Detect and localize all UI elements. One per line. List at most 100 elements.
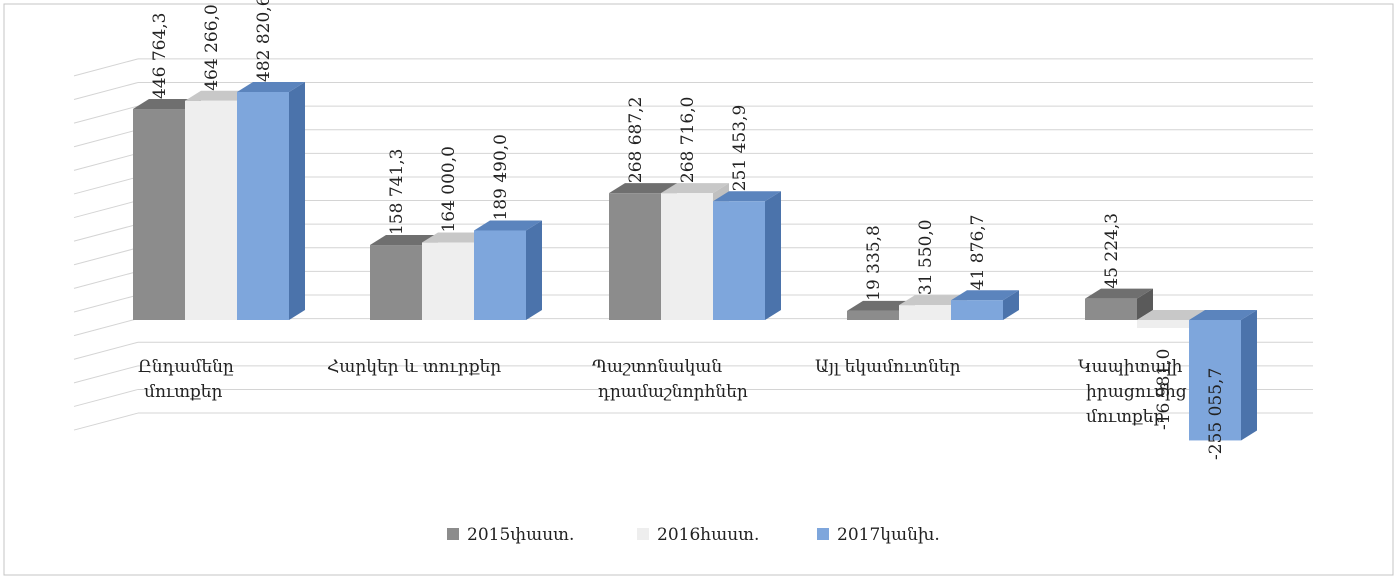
gridline-wall [73,129,139,148]
gridline-wall [73,176,139,195]
data-label: 164 000,0 [439,146,459,233]
category-labels: Ընդամենը մուտքեր Հարկեր և տուրքեր Պաշտոնակա… [138,357,1187,427]
bar-front [899,305,951,320]
bar [474,220,542,320]
data-label: 268 716,0 [678,97,698,184]
bar [951,290,1019,320]
gridline-wall [73,341,139,360]
data-label: -255 055,7 [1206,368,1226,460]
gridline-wall [73,223,139,242]
data-label: 189 490,0 [491,134,511,221]
bar-front [1137,320,1189,329]
category-label: Պաշտոնական դրամաշնորհներ [592,357,748,402]
bar-side [1003,290,1019,320]
bar-top [951,290,1019,301]
legend: 2015փաստ. 2016հաստ. 2017կանխ. [447,525,940,545]
bar [713,191,781,320]
bar-front [237,92,289,320]
data-label: 251 453,9 [730,105,750,192]
gridline-wall [73,200,139,219]
bar-front [422,242,474,320]
category-label-line: Հարկեր և տուրքեր [327,357,501,377]
bar-top [422,232,490,243]
bar-front [474,230,526,320]
gridline-wall [73,318,139,337]
bar-front [133,109,185,320]
category-label-line: մուտքեր [144,382,222,402]
data-label: 158 741,3 [387,149,407,236]
bar-top [1189,310,1257,320]
bar-top [185,90,253,101]
category-label-line: իրացումից [1086,382,1187,402]
bar-front [713,201,765,320]
gridline-wall [73,270,139,289]
bar-front [609,193,661,320]
legend-label: 2017կանխ. [837,525,940,545]
bar-top [609,183,677,194]
gridline-wall [73,412,139,431]
gridline-wall [73,247,139,266]
bar-front [951,300,1003,320]
category-label-line: Այլ եկամուտներ [815,357,961,377]
gridline-wall [73,294,139,313]
data-label: 31 550,0 [916,219,936,295]
legend-item: 2017կանխ. [817,525,940,545]
bar-top [899,295,967,306]
category-label: Հարկեր և տուրքեր [327,357,501,377]
bar-top [133,99,201,110]
bar-top [1137,310,1205,320]
bar-front [1085,298,1137,320]
category-label: Ընդամենը մուտքեր [138,357,234,402]
data-label: 45 224,3 [1102,213,1122,289]
bar-top [713,191,781,202]
bar-top [661,183,729,194]
data-label: 41 876,7 [968,215,988,291]
bar-front [185,100,237,320]
category-label: Կապիտալի իրացումից մուտքեր [1078,357,1187,427]
bar-top [847,300,915,311]
category-label-line: Պաշտոնական [592,357,722,377]
legend-label: 2015փաստ. [467,525,574,545]
bar-front [847,310,899,320]
bar [1189,310,1257,441]
legend-swatch [637,528,649,540]
bar-top [370,235,438,246]
gridline-wall [73,152,139,171]
bar-side [765,191,781,320]
bar-front [1189,320,1241,441]
legend-item: 2016հաստ. [637,525,759,545]
data-label: 268 687,2 [626,97,646,184]
bar-side [1137,288,1153,320]
bar-side [289,82,305,320]
legend-swatch [817,528,829,540]
category-label-line: դրամաշնորհներ [598,382,748,402]
data-label: 446 764,3 [150,12,170,99]
category-label-line: մուտքեր [1086,407,1164,427]
category-label-line: Կապիտալի [1078,357,1183,377]
bar-front [661,193,713,320]
bar [1085,288,1153,320]
gridline-wall [73,388,139,407]
gridline-wall [73,58,139,77]
bars [133,82,1257,441]
bar-top [474,220,542,231]
category-label-line: Ընդամենը [138,357,234,377]
bar-top [1085,288,1153,299]
bar-top [237,82,305,92]
category-label: Այլ եկամուտներ [815,357,961,377]
bar-side [526,220,542,320]
legend-label: 2016հաստ. [657,525,759,545]
bar-front [370,245,422,320]
bar [237,82,305,320]
data-label: 19 335,8 [864,225,884,301]
gridline-wall [73,365,139,384]
legend-item: 2015փաստ. [447,525,574,545]
data-labels: 446 764,3 158 741,3 268 687,2 19 335,8 45 22… [150,0,1226,460]
bar-side [1241,310,1257,441]
legend-swatch [447,528,459,540]
data-label: 464 266,0 [202,4,222,91]
gridline-wall [73,105,139,124]
data-label: 482 820,6 [254,0,274,82]
data-label: -16 981,0 [1154,349,1174,430]
